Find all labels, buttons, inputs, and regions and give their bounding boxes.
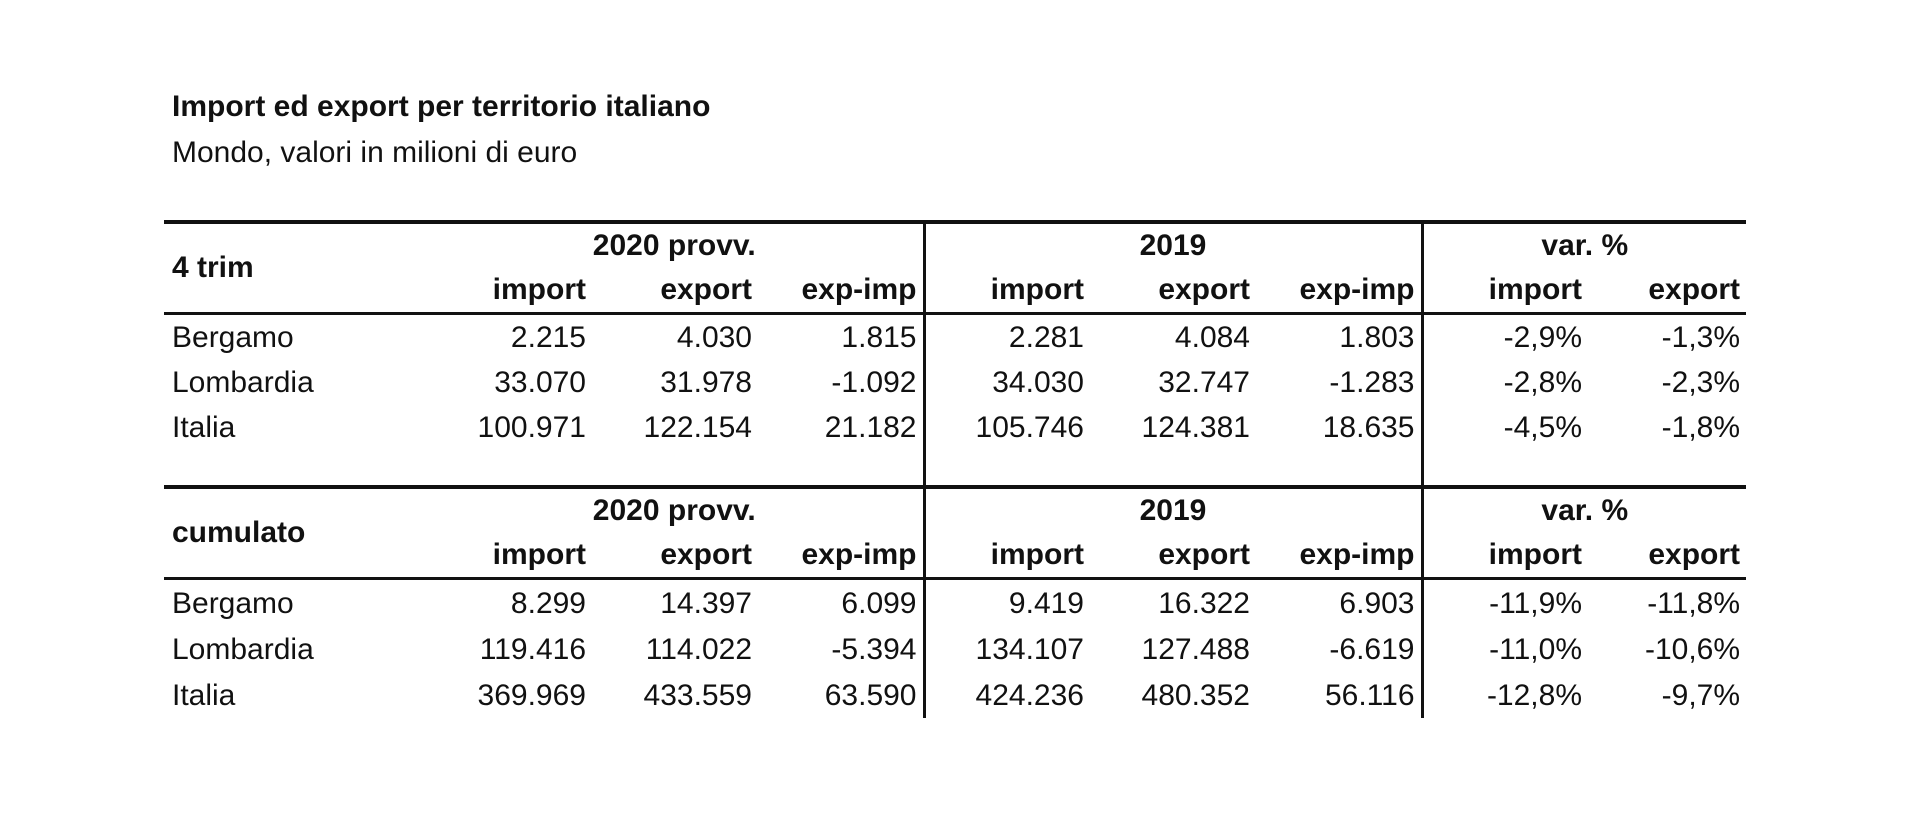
table-cell: 56.116 <box>1256 672 1424 718</box>
col-head: export <box>1090 533 1256 580</box>
table-cell: -1,8% <box>1661 411 1741 444</box>
table-row: Lombardia 33.070 31.978 -1.092 34.030 32.747-… <box>164 360 1746 405</box>
table-cumulato: cumulato 2020 provv. 2019 var. % import … <box>164 485 1747 718</box>
row-label: Italia <box>172 411 236 444</box>
table-cell: 124.381 <box>1141 411 1250 444</box>
col-head: import <box>924 268 1090 315</box>
table-cell: 2.281 <box>1008 321 1084 354</box>
col-head: import <box>426 268 592 315</box>
col-head: import <box>1422 268 1588 315</box>
table-cell: 6.903 <box>1256 578 1424 626</box>
row-label: Lombardia <box>172 366 314 399</box>
table-cell: -11,9% <box>1489 586 1582 620</box>
col-head: import <box>1422 533 1588 580</box>
table-row: Bergamo 8.299 14.397 6.099 9.419 16.322 6.903 -… <box>164 578 1746 626</box>
col-head: exp-imp <box>758 533 926 580</box>
group-head-2019: 2019 <box>924 220 1424 268</box>
col-head: exp-imp <box>1256 533 1424 580</box>
col-head: exp-imp <box>758 268 926 315</box>
group-head-2020: 2020 provv. <box>426 220 926 268</box>
table-cell: 18.635 <box>1256 405 1424 450</box>
table-cell: 433.559 <box>643 678 752 712</box>
section-label: cumulato <box>164 485 426 580</box>
col-head: export <box>592 533 758 580</box>
table-cell: 100.971 <box>477 411 586 444</box>
table-row: Italia 100.971 122.154 21.182 105.746 124.381… <box>164 405 1746 450</box>
col-head: export <box>592 268 758 315</box>
table-cell: 63.590 <box>758 672 926 718</box>
col-head: export <box>1090 268 1256 315</box>
table-cell: 6.099 <box>758 578 926 626</box>
row-label: Bergamo <box>172 321 294 354</box>
table-cell: 134.107 <box>975 632 1084 666</box>
table-cell: 1.815 <box>758 313 926 360</box>
group-head-2020: 2020 provv. <box>426 485 926 533</box>
table-cell: 1.803 <box>1256 313 1424 360</box>
table-cell: 369.969 <box>477 678 586 712</box>
col-head: export <box>1588 268 1747 315</box>
table-cell: -6.619 <box>1256 626 1424 672</box>
table-cell: -10,6% <box>1644 632 1741 666</box>
col-head: export <box>1588 533 1747 580</box>
section-label: 4 trim <box>164 220 426 315</box>
table-cell: 4.084 <box>1174 321 1250 354</box>
table-cell: 4.030 <box>676 321 752 354</box>
table-cell: 34.030 <box>992 366 1084 399</box>
table-cell: 16.322 <box>1158 586 1250 620</box>
group-head-2019: 2019 <box>924 485 1424 533</box>
table-cell: 122.154 <box>643 411 752 444</box>
row-label: Lombardia <box>172 632 314 666</box>
table-cell: 119.416 <box>479 632 586 666</box>
table-cell: 105.746 <box>975 411 1084 444</box>
table-cell: 8.299 <box>510 586 586 620</box>
table-row: Lombardia 119.416 114.022 -5.394 134.107 127.… <box>164 626 1746 672</box>
table-cell: -1.092 <box>758 360 926 405</box>
table-cell: -2,9% <box>1503 321 1582 354</box>
table-cell: 114.022 <box>645 632 752 666</box>
table-cell: -11,0% <box>1489 632 1582 666</box>
table-cell: 32.747 <box>1158 366 1250 399</box>
col-head: import <box>924 533 1090 580</box>
col-head: exp-imp <box>1256 268 1424 315</box>
table-body: Bergamo 2.215 4.030 1.815 2.281 4.084 1.803 -2,… <box>164 313 1746 450</box>
table-cell: 33.070 <box>494 366 586 399</box>
table-cell: -2,3% <box>1661 366 1741 399</box>
table-4-trim: 4 trim 2020 provv. 2019 var. % import ex… <box>164 220 1747 510</box>
page-subtitle: Mondo, valori in milioni di euro <box>172 136 578 169</box>
table-cell: 424.236 <box>975 678 1084 712</box>
table-body: Bergamo 8.299 14.397 6.099 9.419 16.322 6.903-… <box>164 578 1746 718</box>
table-cell: -12,8% <box>1486 678 1582 712</box>
table-cell: -4,5% <box>1503 411 1582 444</box>
table-cell: 480.352 <box>1141 678 1250 712</box>
group-head-var: var. % <box>1422 220 1747 268</box>
table-cell: -11,8% <box>1647 586 1741 620</box>
table-cell: -2,8% <box>1503 366 1582 399</box>
table-cell: -5.394 <box>758 626 926 672</box>
table-row: Italia 369.969 433.559 63.590 424.236 480.352… <box>164 672 1746 718</box>
table-cell: 2.215 <box>510 321 586 354</box>
col-head: import <box>426 533 592 580</box>
row-label: Bergamo <box>172 586 294 620</box>
group-head-var: var. % <box>1422 485 1747 533</box>
table-cell: 9.419 <box>1008 586 1084 620</box>
row-label: Italia <box>172 678 236 712</box>
table-cell: 21.182 <box>758 405 926 450</box>
table-cell: -9,7% <box>1661 678 1741 712</box>
page-title: Import ed export per territorio italiano <box>172 90 711 123</box>
table-row: Bergamo 2.215 4.030 1.815 2.281 4.084 1.803 -2,… <box>164 313 1746 360</box>
table-cell: -1,3% <box>1661 321 1741 354</box>
table-cell: 14.397 <box>660 586 752 620</box>
table-cell: 127.488 <box>1141 632 1250 666</box>
table-cell: 31.978 <box>660 366 752 399</box>
table-cell: -1.283 <box>1256 360 1424 405</box>
